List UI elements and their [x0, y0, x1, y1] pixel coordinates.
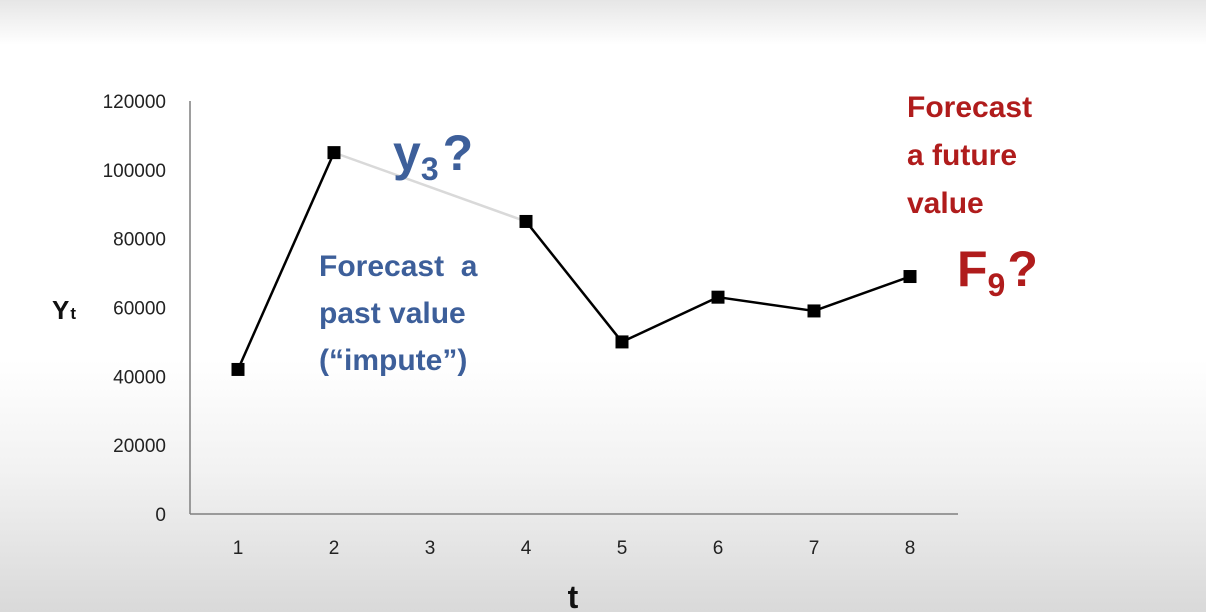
- series-line-segment: [236, 152, 336, 370]
- forecast-symbol: F9?: [957, 241, 1038, 303]
- x-tick-label: 2: [329, 538, 340, 559]
- y-tick-label: 40000: [113, 367, 166, 388]
- imputed-symbol: y3?: [393, 125, 473, 187]
- series-markers: [231, 146, 917, 376]
- future-label-line-2: a future: [907, 139, 1017, 172]
- future-label: Forecast a future value: [907, 91, 1040, 220]
- impute-label-line-1: Forecast a: [319, 250, 478, 283]
- data-point-marker: [231, 362, 245, 376]
- impute-label-line-2: past value: [319, 297, 466, 330]
- series-line-segment: [525, 220, 623, 343]
- data-point-marker: [519, 214, 533, 228]
- series-line-segment: [621, 296, 719, 344]
- y-tick-label: 80000: [113, 230, 166, 251]
- y-tick-label: 20000: [113, 436, 166, 457]
- series-line-segment: [813, 275, 911, 313]
- y-tick-label: 0: [155, 505, 166, 526]
- x-tick-label: 6: [713, 538, 724, 559]
- x-tick-label: 5: [617, 538, 628, 559]
- data-point-marker: [807, 304, 821, 318]
- data-point-marker: [711, 290, 725, 304]
- impute-label: Forecast a past value (“impute”): [319, 250, 486, 377]
- y-axis-title: Yt: [52, 295, 76, 325]
- imputed-line-segment: [333, 151, 527, 223]
- future-label-line-3: value: [907, 187, 984, 220]
- x-tick-labels: 1 2 3 4 5 6 7 8: [233, 538, 916, 559]
- x-tick-label: 1: [233, 538, 244, 559]
- series-line-segment: [717, 295, 815, 313]
- y-tick-labels: 0 20000 40000 60000 80000 100000 120000: [103, 92, 166, 526]
- y-tick-label: 100000: [103, 161, 166, 182]
- data-point-marker: [615, 335, 629, 349]
- data-point-marker: [327, 146, 341, 160]
- x-tick-label: 3: [425, 538, 436, 559]
- y-tick-label: 60000: [113, 299, 166, 320]
- future-label-line-1: Forecast: [907, 91, 1032, 124]
- x-tick-label: 7: [809, 538, 820, 559]
- x-axis-title: t: [568, 579, 579, 612]
- y-tick-label: 120000: [103, 92, 166, 113]
- x-tick-label: 4: [521, 538, 532, 559]
- series-lines: [236, 151, 911, 370]
- x-tick-label: 8: [905, 538, 916, 559]
- impute-label-line-3: (“impute”): [319, 344, 467, 377]
- data-point-marker: [903, 270, 917, 284]
